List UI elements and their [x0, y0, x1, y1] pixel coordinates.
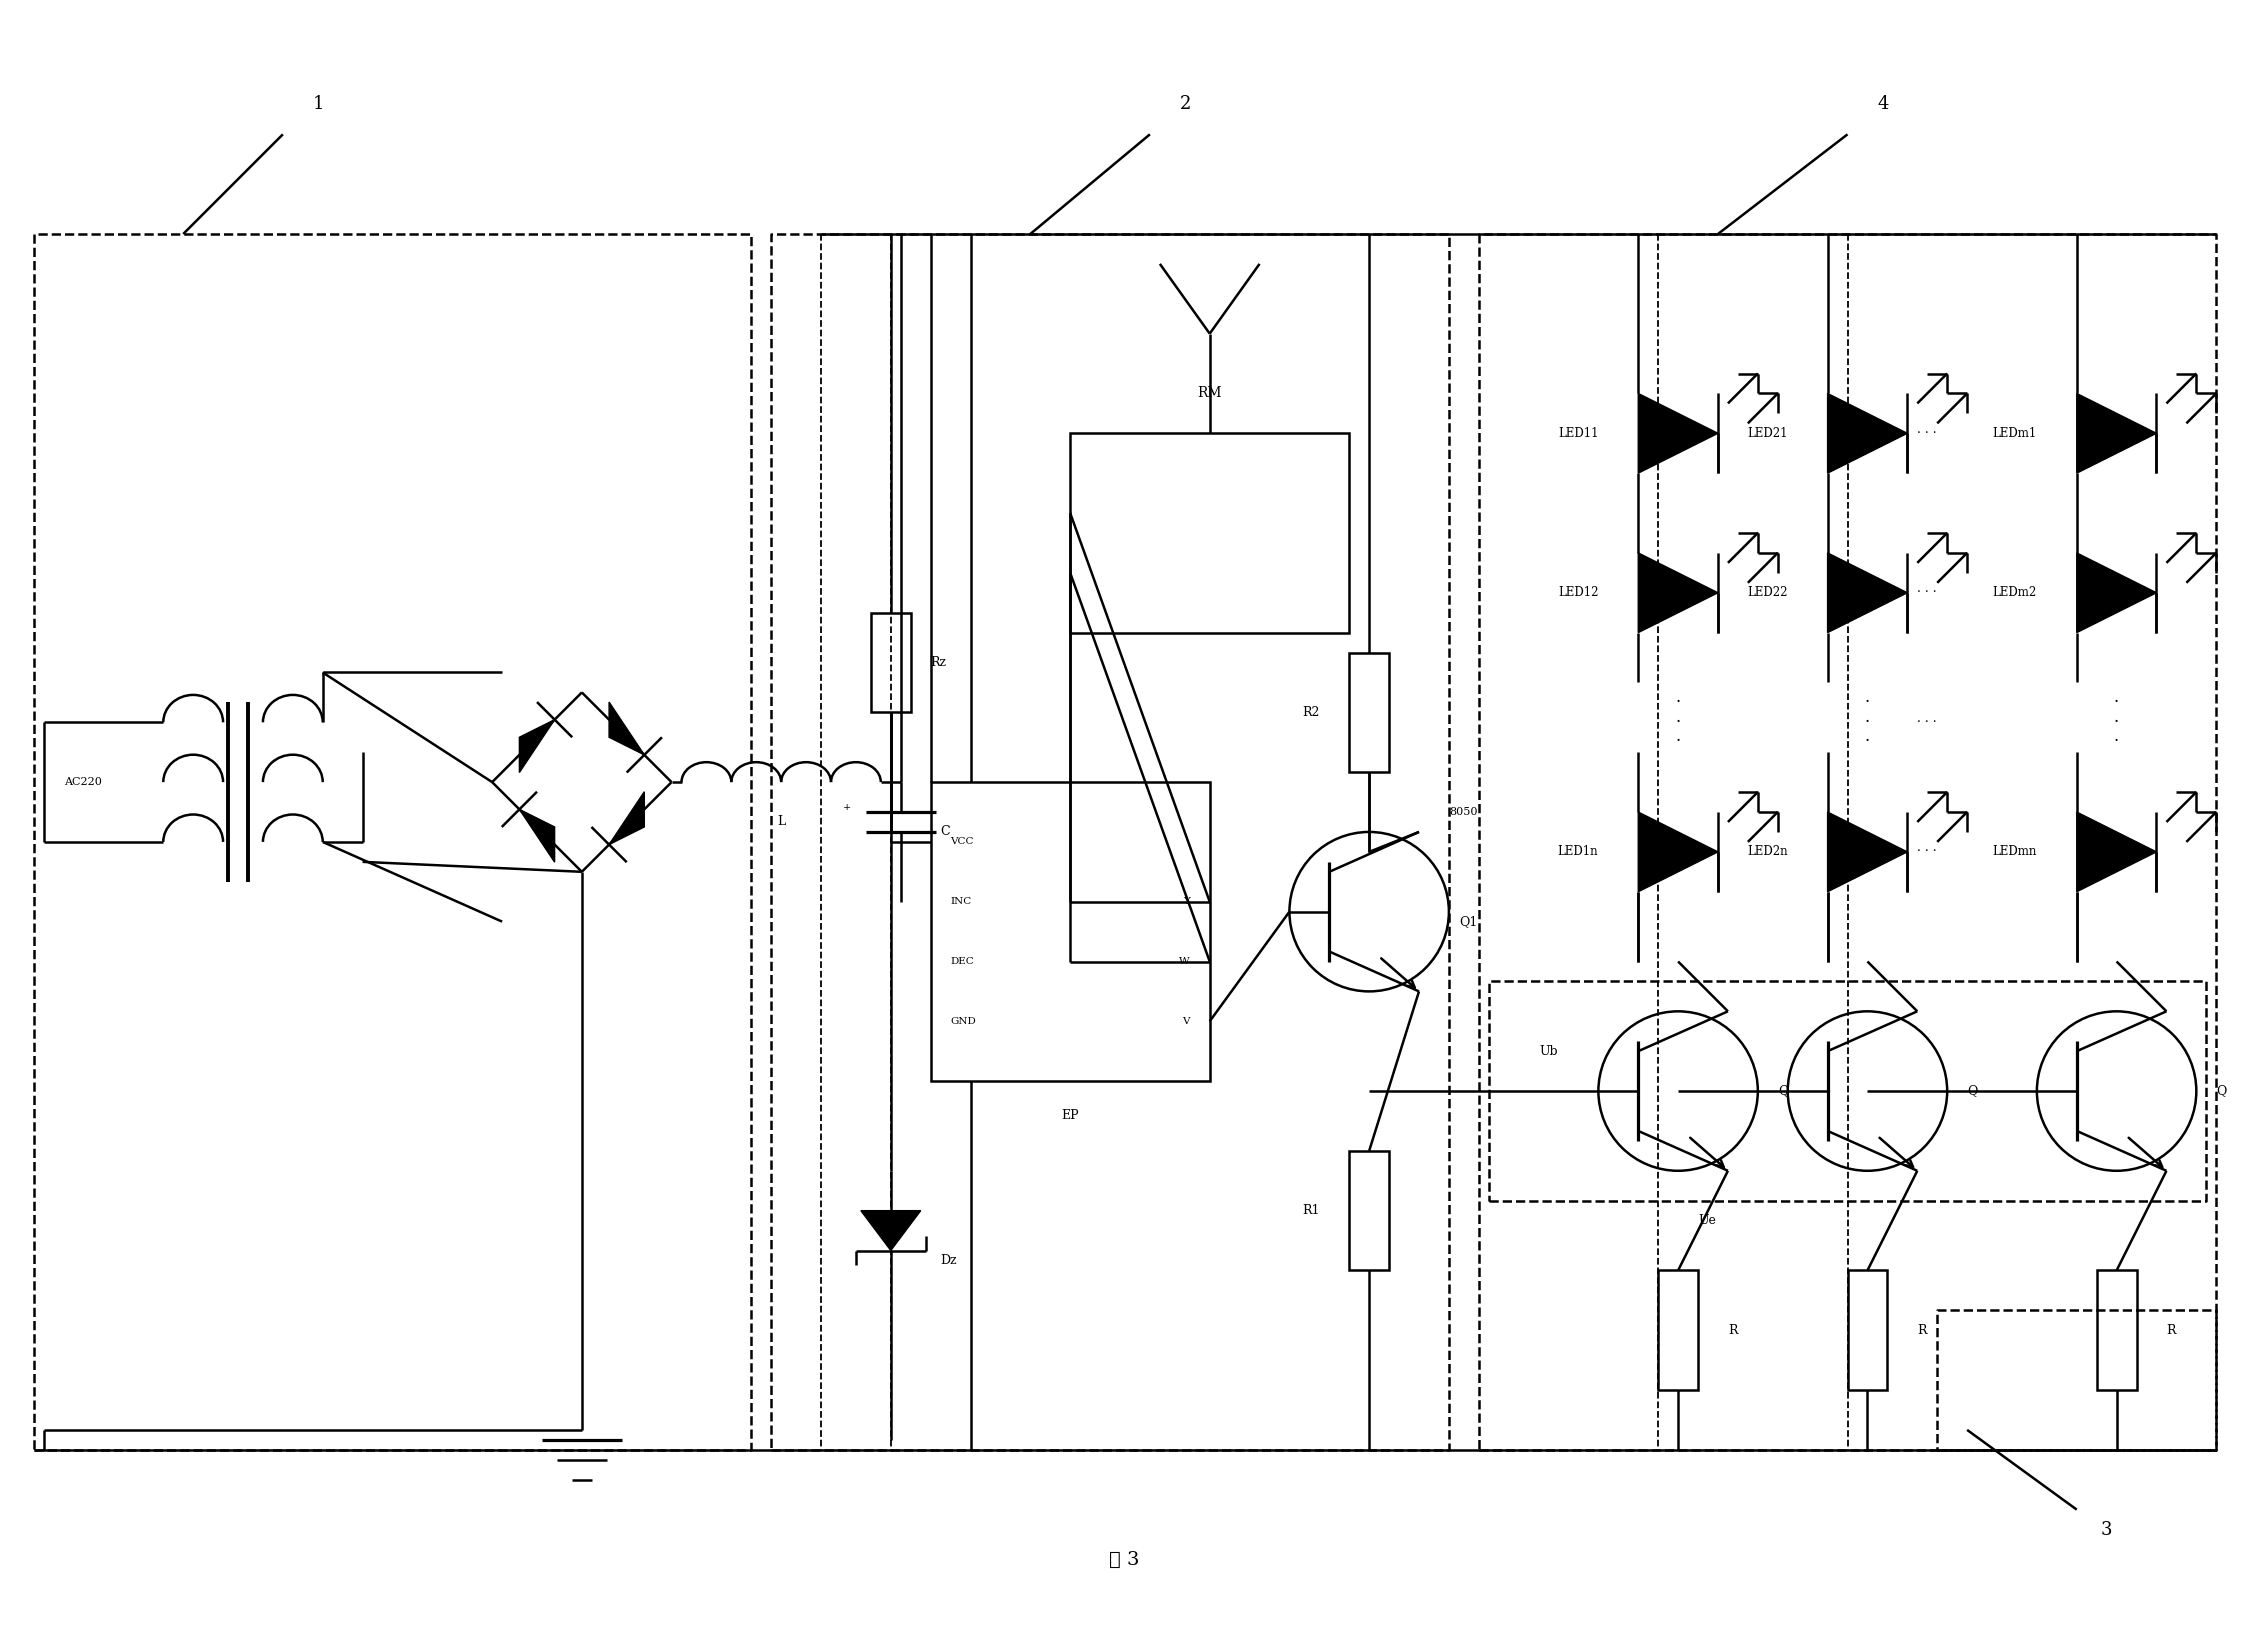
- Polygon shape: [861, 1211, 922, 1250]
- Text: ·
·
·: · · ·: [1675, 694, 1682, 751]
- Text: LED2n: LED2n: [1747, 845, 1787, 858]
- Text: R1: R1: [1302, 1204, 1320, 1217]
- Text: LED12: LED12: [1558, 586, 1598, 599]
- Polygon shape: [609, 702, 645, 756]
- Text: GND: GND: [951, 1017, 976, 1027]
- Text: EP: EP: [1061, 1110, 1079, 1123]
- Text: R: R: [1729, 1324, 1738, 1337]
- Text: LEDm2: LEDm2: [1992, 586, 2037, 599]
- Text: W: W: [1180, 956, 1189, 966]
- Bar: [1349, 653, 1389, 772]
- Polygon shape: [2077, 393, 2156, 473]
- Text: LED11: LED11: [1558, 428, 1598, 439]
- Text: RM: RM: [1198, 387, 1223, 400]
- Text: · · ·: · · ·: [1918, 586, 1938, 599]
- Text: 图 3: 图 3: [1108, 1550, 1140, 1568]
- Polygon shape: [609, 792, 645, 845]
- Text: Q: Q: [2217, 1085, 2228, 1098]
- Text: · · ·: · · ·: [1918, 716, 1938, 730]
- Text: 8050: 8050: [1450, 806, 1477, 818]
- Polygon shape: [1639, 393, 1717, 473]
- Text: 1: 1: [312, 95, 324, 114]
- Bar: [2097, 1270, 2136, 1390]
- Text: LED1n: LED1n: [1558, 845, 1598, 858]
- Text: 2: 2: [1180, 95, 1191, 114]
- Polygon shape: [519, 809, 555, 862]
- Bar: [1848, 1270, 1888, 1390]
- Bar: [870, 612, 910, 712]
- Text: Q1: Q1: [1459, 916, 1477, 929]
- Text: Q: Q: [1967, 1085, 1978, 1098]
- Text: C: C: [940, 826, 951, 839]
- Polygon shape: [1639, 553, 1717, 633]
- Text: 3: 3: [2102, 1521, 2113, 1539]
- Text: LED21: LED21: [1747, 428, 1787, 439]
- Text: · · ·: · · ·: [1918, 428, 1938, 439]
- Polygon shape: [2077, 813, 2156, 891]
- Bar: [1349, 1151, 1389, 1270]
- Text: AC220: AC220: [63, 777, 101, 787]
- Text: ·
·
·: · · ·: [2113, 694, 2120, 751]
- Polygon shape: [519, 720, 555, 772]
- Text: R2: R2: [1302, 707, 1320, 718]
- Bar: [931, 782, 1209, 1080]
- Bar: [1070, 434, 1349, 633]
- Text: DEC: DEC: [951, 956, 973, 966]
- Text: +: +: [843, 803, 852, 811]
- Text: L: L: [778, 816, 785, 829]
- Text: LED22: LED22: [1747, 586, 1787, 599]
- Text: LEDmn: LEDmn: [1992, 845, 2037, 858]
- Text: Ue: Ue: [1697, 1214, 1715, 1227]
- Text: Y: Y: [1182, 898, 1189, 906]
- Text: · · ·: · · ·: [1918, 845, 1938, 858]
- Text: V: V: [1182, 1017, 1189, 1027]
- Text: Rz: Rz: [931, 656, 946, 669]
- Text: 4: 4: [1877, 95, 1888, 114]
- Polygon shape: [2077, 553, 2156, 633]
- Text: LEDm1: LEDm1: [1992, 428, 2037, 439]
- Text: R: R: [1918, 1324, 1927, 1337]
- Polygon shape: [1828, 393, 1906, 473]
- Text: Ub: Ub: [1540, 1044, 1558, 1058]
- Text: R: R: [2167, 1324, 2176, 1337]
- Text: ·
·
·: · · ·: [1866, 694, 1870, 751]
- Polygon shape: [1828, 813, 1906, 891]
- Text: VCC: VCC: [951, 837, 973, 847]
- Bar: [1659, 1270, 1697, 1390]
- Polygon shape: [1639, 813, 1717, 891]
- Polygon shape: [1828, 553, 1906, 633]
- Text: INC: INC: [951, 898, 971, 906]
- Text: Dz: Dz: [940, 1253, 958, 1266]
- Text: Q: Q: [1778, 1085, 1787, 1098]
